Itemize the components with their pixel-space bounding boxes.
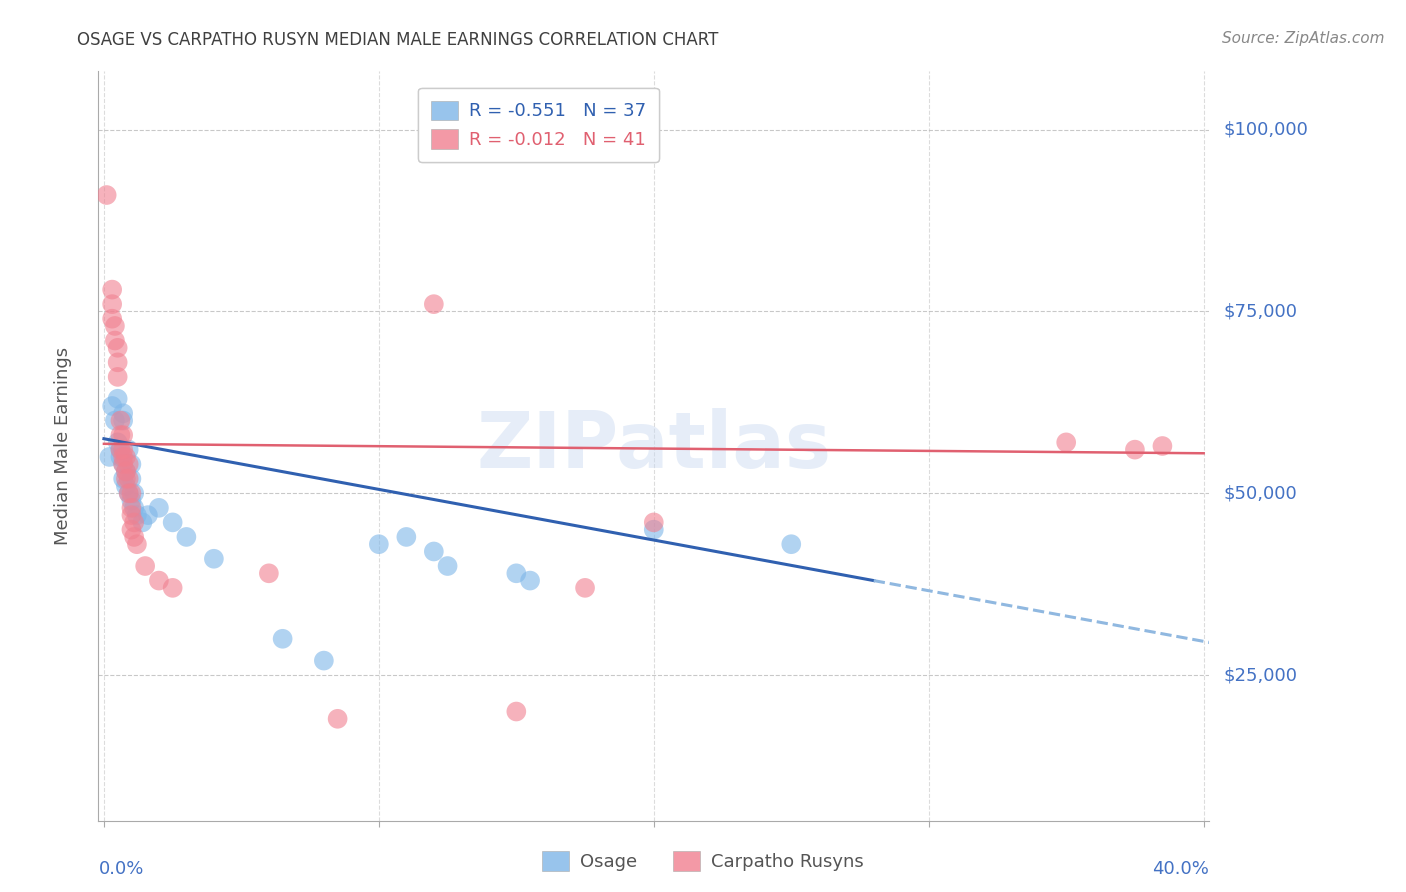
Point — [112, 413, 135, 427]
Point — [505, 705, 527, 719]
Point — [96, 188, 118, 202]
Point — [780, 537, 803, 551]
Text: ZIPatlas: ZIPatlas — [477, 408, 831, 484]
Point — [136, 508, 159, 522]
Point — [118, 442, 141, 457]
Point — [148, 574, 170, 588]
Point — [125, 537, 148, 551]
Text: Median Male Earnings: Median Male Earnings — [55, 347, 72, 545]
Point — [120, 486, 142, 500]
Point — [110, 442, 132, 457]
Point — [112, 472, 135, 486]
Point — [122, 486, 145, 500]
Point — [101, 283, 124, 297]
Point — [112, 428, 135, 442]
Point — [1054, 435, 1077, 450]
Point — [112, 406, 135, 420]
Text: $25,000: $25,000 — [1223, 666, 1298, 684]
Point — [118, 457, 141, 471]
Point — [423, 297, 446, 311]
Point — [118, 486, 141, 500]
Text: $50,000: $50,000 — [1223, 484, 1296, 502]
Point — [326, 712, 349, 726]
Point — [110, 413, 132, 427]
Point — [1152, 439, 1174, 453]
Point — [101, 311, 124, 326]
Point — [112, 442, 135, 457]
Point — [120, 493, 142, 508]
Point — [115, 465, 138, 479]
Point — [120, 523, 142, 537]
Point — [120, 457, 142, 471]
Point — [110, 442, 132, 457]
Point — [120, 472, 142, 486]
Point — [107, 435, 129, 450]
Point — [120, 500, 142, 515]
Text: $75,000: $75,000 — [1223, 302, 1298, 320]
Point — [423, 544, 446, 558]
Point — [101, 399, 124, 413]
Legend: Osage, Carpatho Rusyns: Osage, Carpatho Rusyns — [534, 844, 872, 879]
Point — [202, 551, 225, 566]
Point — [257, 566, 280, 581]
Point — [107, 370, 129, 384]
Point — [271, 632, 294, 646]
Point — [312, 654, 335, 668]
Point — [505, 566, 527, 581]
Text: OSAGE VS CARPATHO RUSYN MEDIAN MALE EARNINGS CORRELATION CHART: OSAGE VS CARPATHO RUSYN MEDIAN MALE EARN… — [77, 31, 718, 49]
Point — [122, 516, 145, 530]
Point — [104, 334, 127, 348]
Point — [112, 450, 135, 464]
Point — [115, 450, 138, 464]
Text: 0.0%: 0.0% — [98, 860, 143, 878]
Point — [125, 508, 148, 522]
Point — [107, 392, 129, 406]
Legend: R = -0.551   N = 37, R = -0.012   N = 41: R = -0.551 N = 37, R = -0.012 N = 41 — [419, 88, 659, 162]
Point — [115, 472, 138, 486]
Point — [1123, 442, 1146, 457]
Point — [107, 341, 129, 355]
Point — [162, 516, 184, 530]
Point — [112, 457, 135, 471]
Point — [643, 516, 665, 530]
Point — [162, 581, 184, 595]
Point — [131, 516, 153, 530]
Point — [101, 297, 124, 311]
Point — [115, 465, 138, 479]
Point — [395, 530, 418, 544]
Point — [148, 500, 170, 515]
Text: 40.0%: 40.0% — [1153, 860, 1209, 878]
Point — [115, 479, 138, 493]
Point — [107, 355, 129, 369]
Point — [574, 581, 596, 595]
Point — [122, 500, 145, 515]
Point — [122, 530, 145, 544]
Point — [118, 486, 141, 500]
Point — [110, 428, 132, 442]
Text: $100,000: $100,000 — [1223, 120, 1308, 138]
Point — [367, 537, 389, 551]
Point — [112, 457, 135, 471]
Point — [98, 450, 121, 464]
Point — [110, 450, 132, 464]
Point — [643, 523, 665, 537]
Point — [519, 574, 541, 588]
Point — [118, 472, 141, 486]
Point — [120, 508, 142, 522]
Text: Source: ZipAtlas.com: Source: ZipAtlas.com — [1222, 31, 1385, 46]
Point — [134, 559, 156, 574]
Point — [104, 318, 127, 333]
Point — [436, 559, 458, 574]
Point — [104, 413, 127, 427]
Point — [176, 530, 198, 544]
